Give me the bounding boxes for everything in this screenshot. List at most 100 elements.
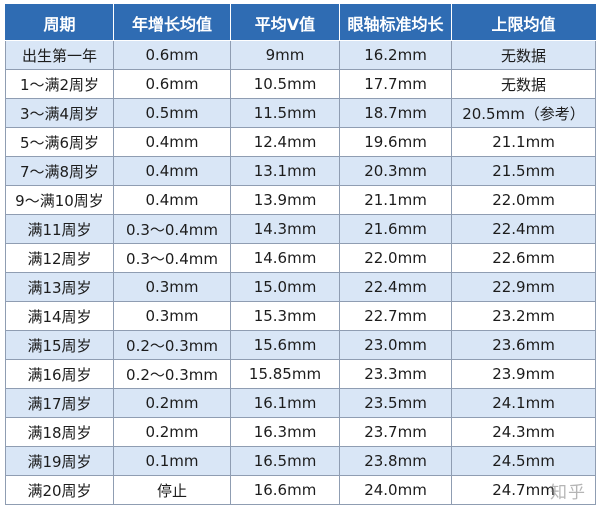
- cell-standard-axial-length: 17.7mm: [339, 69, 452, 99]
- table-body: 出生第一年 0.6mm 9mm 16.2mm 无数据 1～满2周岁 0.6mm 10.5mm 1…: [5, 40, 596, 505]
- cell-period: 1～满2周岁: [5, 69, 114, 99]
- cell-period: 满18周岁: [5, 417, 114, 447]
- cell-avg-v-value: 11.5mm: [230, 98, 340, 128]
- cell-period: 满20周岁: [5, 475, 114, 505]
- cell-standard-axial-length: 16.2mm: [339, 40, 452, 70]
- cell-upper-limit: 无数据: [451, 40, 596, 70]
- cell-avg-v-value: 15.0mm: [230, 272, 340, 302]
- cell-standard-axial-length: 23.5mm: [339, 388, 452, 418]
- column-header-avg-v-value: 平均V值: [230, 4, 340, 41]
- cell-period: 满14周岁: [5, 301, 114, 331]
- column-header-upper-limit: 上限均值: [451, 4, 596, 41]
- cell-upper-limit: 21.1mm: [451, 127, 596, 157]
- table-row: 满20周岁 停止 16.6mm 24.0mm 24.7mm: [5, 475, 596, 505]
- column-header-period: 周期: [5, 4, 114, 41]
- cell-period: 5～满6周岁: [5, 127, 114, 157]
- cell-standard-axial-length: 22.0mm: [339, 243, 452, 273]
- cell-upper-limit: 23.9mm: [451, 359, 596, 389]
- cell-avg-v-value: 15.3mm: [230, 301, 340, 331]
- eye-axis-table: 周期 年增长均值 平均V值 眼轴标准均长 上限均值 出生第一年 0.6mm 9mm 16.2m…: [5, 4, 596, 505]
- eye-axis-table-container: 周期 年增长均值 平均V值 眼轴标准均长 上限均值 出生第一年 0.6mm 9mm 16.2m…: [5, 4, 596, 505]
- cell-upper-limit: 20.5mm（参考）: [451, 98, 596, 128]
- cell-standard-axial-length: 23.7mm: [339, 417, 452, 447]
- cell-avg-v-value: 14.6mm: [230, 243, 340, 273]
- cell-annual-growth: 0.3mm: [113, 301, 231, 331]
- cell-period: 出生第一年: [5, 40, 114, 70]
- table-row: 满18周岁 0.2mm 16.3mm 23.7mm 24.3mm: [5, 417, 596, 447]
- cell-annual-growth: 0.3～0.4mm: [113, 214, 231, 244]
- cell-avg-v-value: 14.3mm: [230, 214, 340, 244]
- cell-standard-axial-length: 20.3mm: [339, 156, 452, 186]
- cell-avg-v-value: 16.3mm: [230, 417, 340, 447]
- cell-standard-axial-length: 23.3mm: [339, 359, 452, 389]
- cell-period: 7～满8周岁: [5, 156, 114, 186]
- cell-period: 满11周岁: [5, 214, 114, 244]
- cell-annual-growth: 0.4mm: [113, 185, 231, 215]
- cell-annual-growth: 0.3mm: [113, 272, 231, 302]
- cell-standard-axial-length: 22.7mm: [339, 301, 452, 331]
- cell-upper-limit: 无数据: [451, 69, 596, 99]
- cell-annual-growth: 0.2mm: [113, 388, 231, 418]
- cell-upper-limit: 22.0mm: [451, 185, 596, 215]
- cell-annual-growth: 停止: [113, 475, 231, 505]
- table-row: 9～满10周岁 0.4mm 13.9mm 21.1mm 22.0mm: [5, 185, 596, 215]
- cell-avg-v-value: 16.6mm: [230, 475, 340, 505]
- cell-annual-growth: 0.6mm: [113, 40, 231, 70]
- cell-period: 满16周岁: [5, 359, 114, 389]
- cell-standard-axial-length: 23.0mm: [339, 330, 452, 360]
- cell-annual-growth: 0.2mm: [113, 417, 231, 447]
- cell-standard-axial-length: 24.0mm: [339, 475, 452, 505]
- cell-period: 9～满10周岁: [5, 185, 114, 215]
- cell-avg-v-value: 16.1mm: [230, 388, 340, 418]
- table-row: 满12周岁 0.3～0.4mm 14.6mm 22.0mm 22.6mm: [5, 243, 596, 273]
- cell-upper-limit: 22.6mm: [451, 243, 596, 273]
- column-header-standard-axial-length: 眼轴标准均长: [339, 4, 452, 41]
- column-header-annual-growth: 年增长均值: [113, 4, 231, 41]
- cell-standard-axial-length: 22.4mm: [339, 272, 452, 302]
- table-row: 3～满4周岁 0.5mm 11.5mm 18.7mm 20.5mm（参考）: [5, 98, 596, 128]
- cell-standard-axial-length: 18.7mm: [339, 98, 452, 128]
- cell-annual-growth: 0.1mm: [113, 446, 231, 476]
- cell-upper-limit: 24.1mm: [451, 388, 596, 418]
- table-row: 7～满8周岁 0.4mm 13.1mm 20.3mm 21.5mm: [5, 156, 596, 186]
- cell-avg-v-value: 13.9mm: [230, 185, 340, 215]
- cell-avg-v-value: 16.5mm: [230, 446, 340, 476]
- cell-avg-v-value: 15.6mm: [230, 330, 340, 360]
- cell-upper-limit: 23.6mm: [451, 330, 596, 360]
- table-row: 满11周岁 0.3～0.4mm 14.3mm 21.6mm 22.4mm: [5, 214, 596, 244]
- cell-upper-limit: 22.4mm: [451, 214, 596, 244]
- cell-upper-limit: 22.9mm: [451, 272, 596, 302]
- table-row: 满17周岁 0.2mm 16.1mm 23.5mm 24.1mm: [5, 388, 596, 418]
- cell-upper-limit: 24.3mm: [451, 417, 596, 447]
- cell-standard-axial-length: 19.6mm: [339, 127, 452, 157]
- cell-avg-v-value: 15.85mm: [230, 359, 340, 389]
- cell-avg-v-value: 13.1mm: [230, 156, 340, 186]
- cell-standard-axial-length: 23.8mm: [339, 446, 452, 476]
- table-row: 出生第一年 0.6mm 9mm 16.2mm 无数据: [5, 40, 596, 70]
- cell-period: 满17周岁: [5, 388, 114, 418]
- cell-upper-limit: 23.2mm: [451, 301, 596, 331]
- table-row: 满15周岁 0.2～0.3mm 15.6mm 23.0mm 23.6mm: [5, 330, 596, 360]
- cell-period: 满19周岁: [5, 446, 114, 476]
- table-row: 5～满6周岁 0.4mm 12.4mm 19.6mm 21.1mm: [5, 127, 596, 157]
- cell-annual-growth: 0.2～0.3mm: [113, 359, 231, 389]
- cell-annual-growth: 0.4mm: [113, 127, 231, 157]
- cell-upper-limit: 24.7mm: [451, 475, 596, 505]
- cell-period: 满13周岁: [5, 272, 114, 302]
- cell-upper-limit: 24.5mm: [451, 446, 596, 476]
- cell-avg-v-value: 10.5mm: [230, 69, 340, 99]
- table-row: 满14周岁 0.3mm 15.3mm 22.7mm 23.2mm: [5, 301, 596, 331]
- header-row: 周期 年增长均值 平均V值 眼轴标准均长 上限均值: [5, 4, 596, 41]
- cell-annual-growth: 0.2～0.3mm: [113, 330, 231, 360]
- cell-annual-growth: 0.3～0.4mm: [113, 243, 231, 273]
- cell-annual-growth: 0.6mm: [113, 69, 231, 99]
- table-header: 周期 年增长均值 平均V值 眼轴标准均长 上限均值: [5, 4, 596, 41]
- cell-annual-growth: 0.5mm: [113, 98, 231, 128]
- cell-avg-v-value: 12.4mm: [230, 127, 340, 157]
- cell-standard-axial-length: 21.6mm: [339, 214, 452, 244]
- table-row: 满13周岁 0.3mm 15.0mm 22.4mm 22.9mm: [5, 272, 596, 302]
- cell-period: 3～满4周岁: [5, 98, 114, 128]
- cell-upper-limit: 21.5mm: [451, 156, 596, 186]
- table-row: 1～满2周岁 0.6mm 10.5mm 17.7mm 无数据: [5, 69, 596, 99]
- table-row: 满16周岁 0.2～0.3mm 15.85mm 23.3mm 23.9mm: [5, 359, 596, 389]
